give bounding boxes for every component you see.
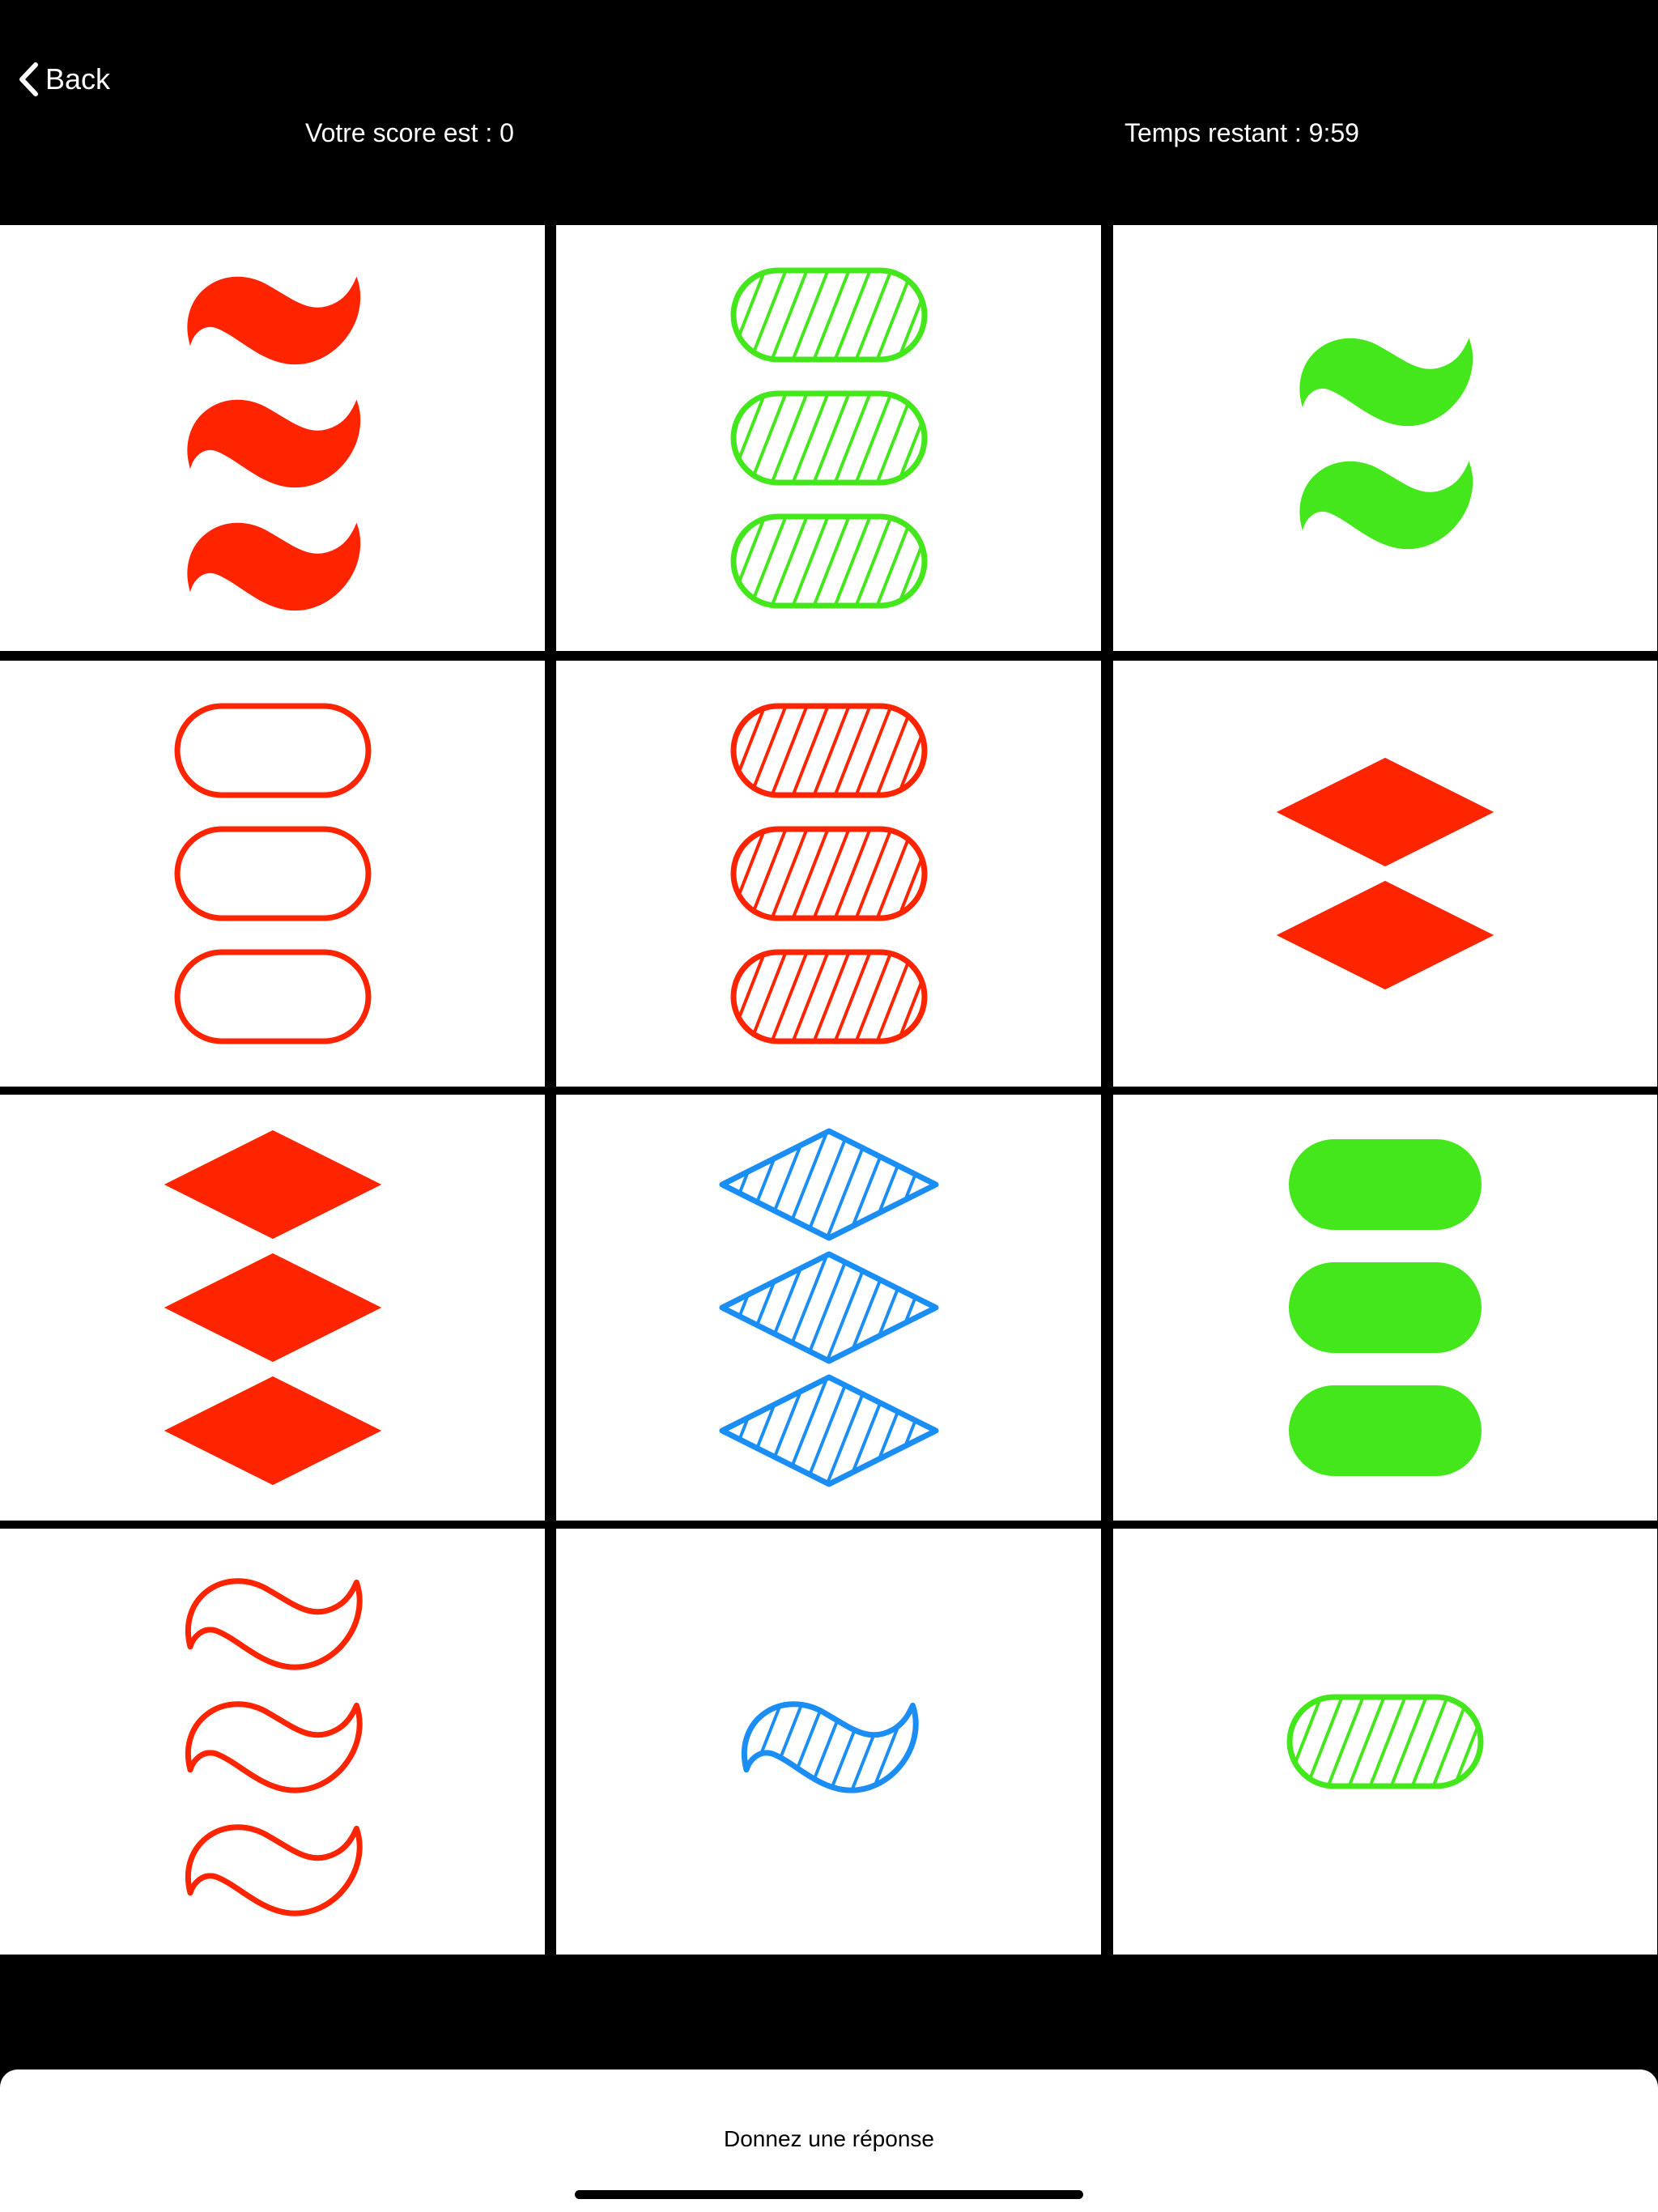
card-board	[0, 225, 1658, 1955]
set-card[interactable]	[556, 1095, 1101, 1521]
oval-symbol	[730, 390, 927, 486]
squiggle-symbol	[1299, 461, 1473, 550]
squiggle-symbol	[185, 1824, 363, 1916]
set-card[interactable]	[0, 1529, 545, 1955]
oval-symbol	[1289, 1385, 1482, 1476]
diamond-symbol	[1276, 880, 1494, 990]
squiggle-symbol	[741, 1701, 919, 1793]
set-card[interactable]	[556, 225, 1101, 651]
oval-symbol	[730, 949, 927, 1044]
oval-symbol	[1289, 1262, 1482, 1353]
oval-symbol	[730, 513, 927, 609]
oval-symbol	[174, 703, 371, 798]
diamond-symbol	[164, 1253, 381, 1363]
back-label: Back	[45, 62, 111, 96]
diamond-symbol	[164, 1376, 381, 1486]
squiggle-symbol	[1299, 338, 1473, 427]
diamond-symbol	[1276, 757, 1494, 867]
home-indicator	[575, 2190, 1083, 2199]
score-label: Votre score est : 0	[305, 118, 514, 147]
oval-symbol	[730, 826, 927, 921]
oval-symbol	[730, 703, 927, 798]
oval-symbol	[174, 949, 371, 1044]
oval-symbol	[730, 267, 927, 363]
squiggle-symbol	[185, 1578, 363, 1670]
timer-label: Temps restant : 9:59	[1124, 118, 1359, 147]
set-card[interactable]	[0, 225, 545, 651]
answer-button-label: Donnez une réponse	[724, 2126, 934, 2151]
set-card[interactable]	[1113, 225, 1657, 651]
set-card[interactable]	[1113, 661, 1657, 1087]
answer-button[interactable]	[0, 2069, 1658, 2212]
set-card[interactable]	[1113, 1529, 1657, 1955]
oval-symbol	[1286, 1694, 1484, 1789]
set-card[interactable]	[0, 1095, 545, 1521]
set-card[interactable]	[556, 1529, 1101, 1955]
set-card[interactable]	[0, 661, 545, 1087]
diamond-symbol	[164, 1129, 381, 1240]
oval-symbol	[1289, 1139, 1482, 1230]
back-button[interactable]: Back	[18, 58, 110, 100]
diamond-symbol	[719, 1374, 938, 1487]
squiggle-symbol	[186, 276, 360, 365]
oval-symbol	[174, 826, 371, 921]
chevron-left-icon	[19, 62, 38, 96]
squiggle-symbol	[186, 522, 360, 611]
diamond-symbol	[719, 1251, 938, 1364]
set-card[interactable]	[1113, 1095, 1657, 1521]
squiggle-symbol	[185, 1701, 363, 1793]
set-card[interactable]	[556, 661, 1101, 1087]
diamond-symbol	[719, 1128, 938, 1241]
squiggle-symbol	[186, 399, 360, 488]
